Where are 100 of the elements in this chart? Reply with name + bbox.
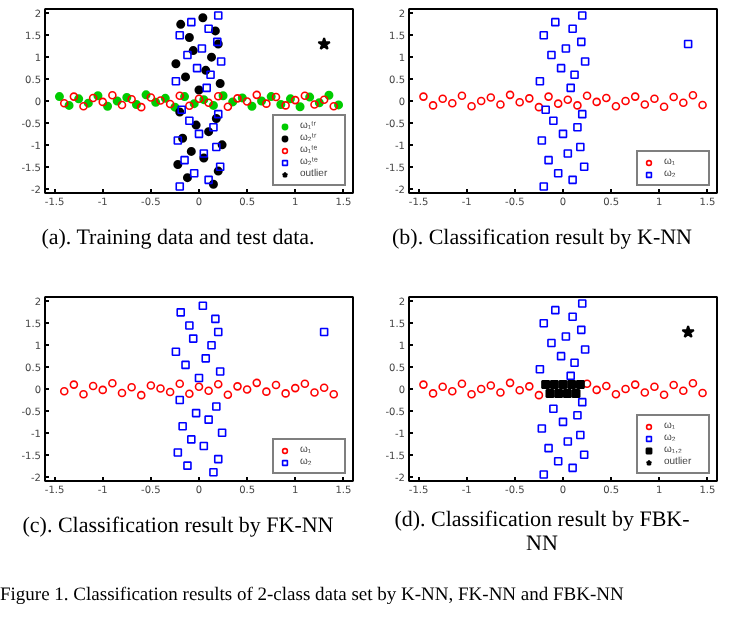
text: (a). Training data and test data.: [39, 226, 317, 250]
point: [534, 102, 544, 112]
point: [194, 373, 204, 383]
point: [202, 83, 211, 93]
point: [576, 325, 586, 335]
point: [185, 321, 194, 330]
point: [640, 388, 650, 397]
caption: Figure 1. Classification results of 2-class data set by K-NN, FK-NN and FBK-NN: [0, 584, 624, 610]
point: [561, 44, 571, 53]
point: [575, 380, 585, 390]
point: [541, 380, 551, 390]
point: [117, 388, 127, 398]
point: [223, 102, 233, 111]
point: [184, 32, 194, 42]
point: [568, 175, 577, 185]
point: [537, 424, 547, 433]
point: [558, 417, 568, 427]
point: [242, 385, 252, 394]
point: [199, 149, 209, 158]
point: [242, 97, 252, 106]
point: [194, 85, 204, 95]
point: [580, 345, 590, 354]
point: [515, 386, 524, 395]
point: [688, 91, 698, 100]
point: [183, 50, 192, 60]
point: [212, 142, 221, 152]
point: [582, 91, 592, 101]
point: [640, 100, 650, 109]
point: [108, 379, 117, 388]
point: [567, 380, 577, 390]
point: [679, 98, 688, 108]
point: [476, 384, 486, 394]
point: [549, 404, 558, 414]
point: [178, 421, 187, 431]
point: [496, 100, 505, 109]
point: [156, 96, 165, 105]
point: [194, 382, 204, 392]
point: [209, 467, 218, 477]
point: [438, 382, 447, 392]
point: [428, 389, 438, 398]
point: [650, 94, 659, 104]
point: [544, 443, 553, 453]
point: [611, 101, 621, 111]
point: [185, 101, 194, 111]
point: [539, 182, 549, 191]
point: [486, 93, 496, 102]
point: [545, 388, 555, 398]
point: [187, 435, 196, 444]
point: [577, 299, 587, 308]
point: [579, 162, 589, 172]
text: (d). Classification result by FBK-NN: [392, 508, 692, 556]
point: [207, 340, 216, 350]
point: [448, 386, 457, 396]
point: [539, 470, 549, 479]
point: [659, 390, 669, 399]
point: [165, 387, 175, 397]
point: [146, 381, 156, 390]
point: [573, 101, 582, 110]
point: [576, 430, 585, 440]
point: [207, 52, 217, 62]
point: [570, 358, 579, 368]
point: [181, 360, 190, 370]
point: [252, 90, 262, 100]
point: [262, 387, 271, 396]
point: [467, 389, 476, 399]
point: [281, 101, 290, 110]
point: [79, 389, 88, 399]
point: [592, 97, 601, 107]
point: [192, 63, 202, 73]
point: [329, 389, 339, 399]
point: [103, 101, 113, 111]
point: [199, 441, 209, 451]
text: (b). Classification result by K-NN: [390, 226, 694, 250]
point: [300, 379, 310, 389]
point: [191, 120, 201, 130]
point: [175, 30, 185, 40]
point: [185, 389, 194, 399]
point: [98, 385, 108, 395]
point: [213, 109, 223, 119]
point: [186, 146, 196, 156]
point: [212, 402, 221, 411]
point: [173, 136, 183, 145]
point: [79, 101, 88, 111]
point: [271, 380, 281, 390]
point: [217, 428, 227, 438]
point: [419, 92, 428, 101]
point: [476, 96, 486, 106]
point: [295, 102, 305, 112]
point: [486, 381, 496, 390]
point: [576, 37, 586, 47]
point: [319, 327, 329, 337]
point: [213, 454, 223, 464]
point: [173, 160, 183, 170]
point: [556, 351, 566, 361]
point: [252, 378, 262, 388]
point: [551, 305, 560, 315]
point: [176, 19, 186, 29]
point: [175, 91, 185, 101]
point: [688, 379, 698, 388]
point: [544, 155, 553, 165]
